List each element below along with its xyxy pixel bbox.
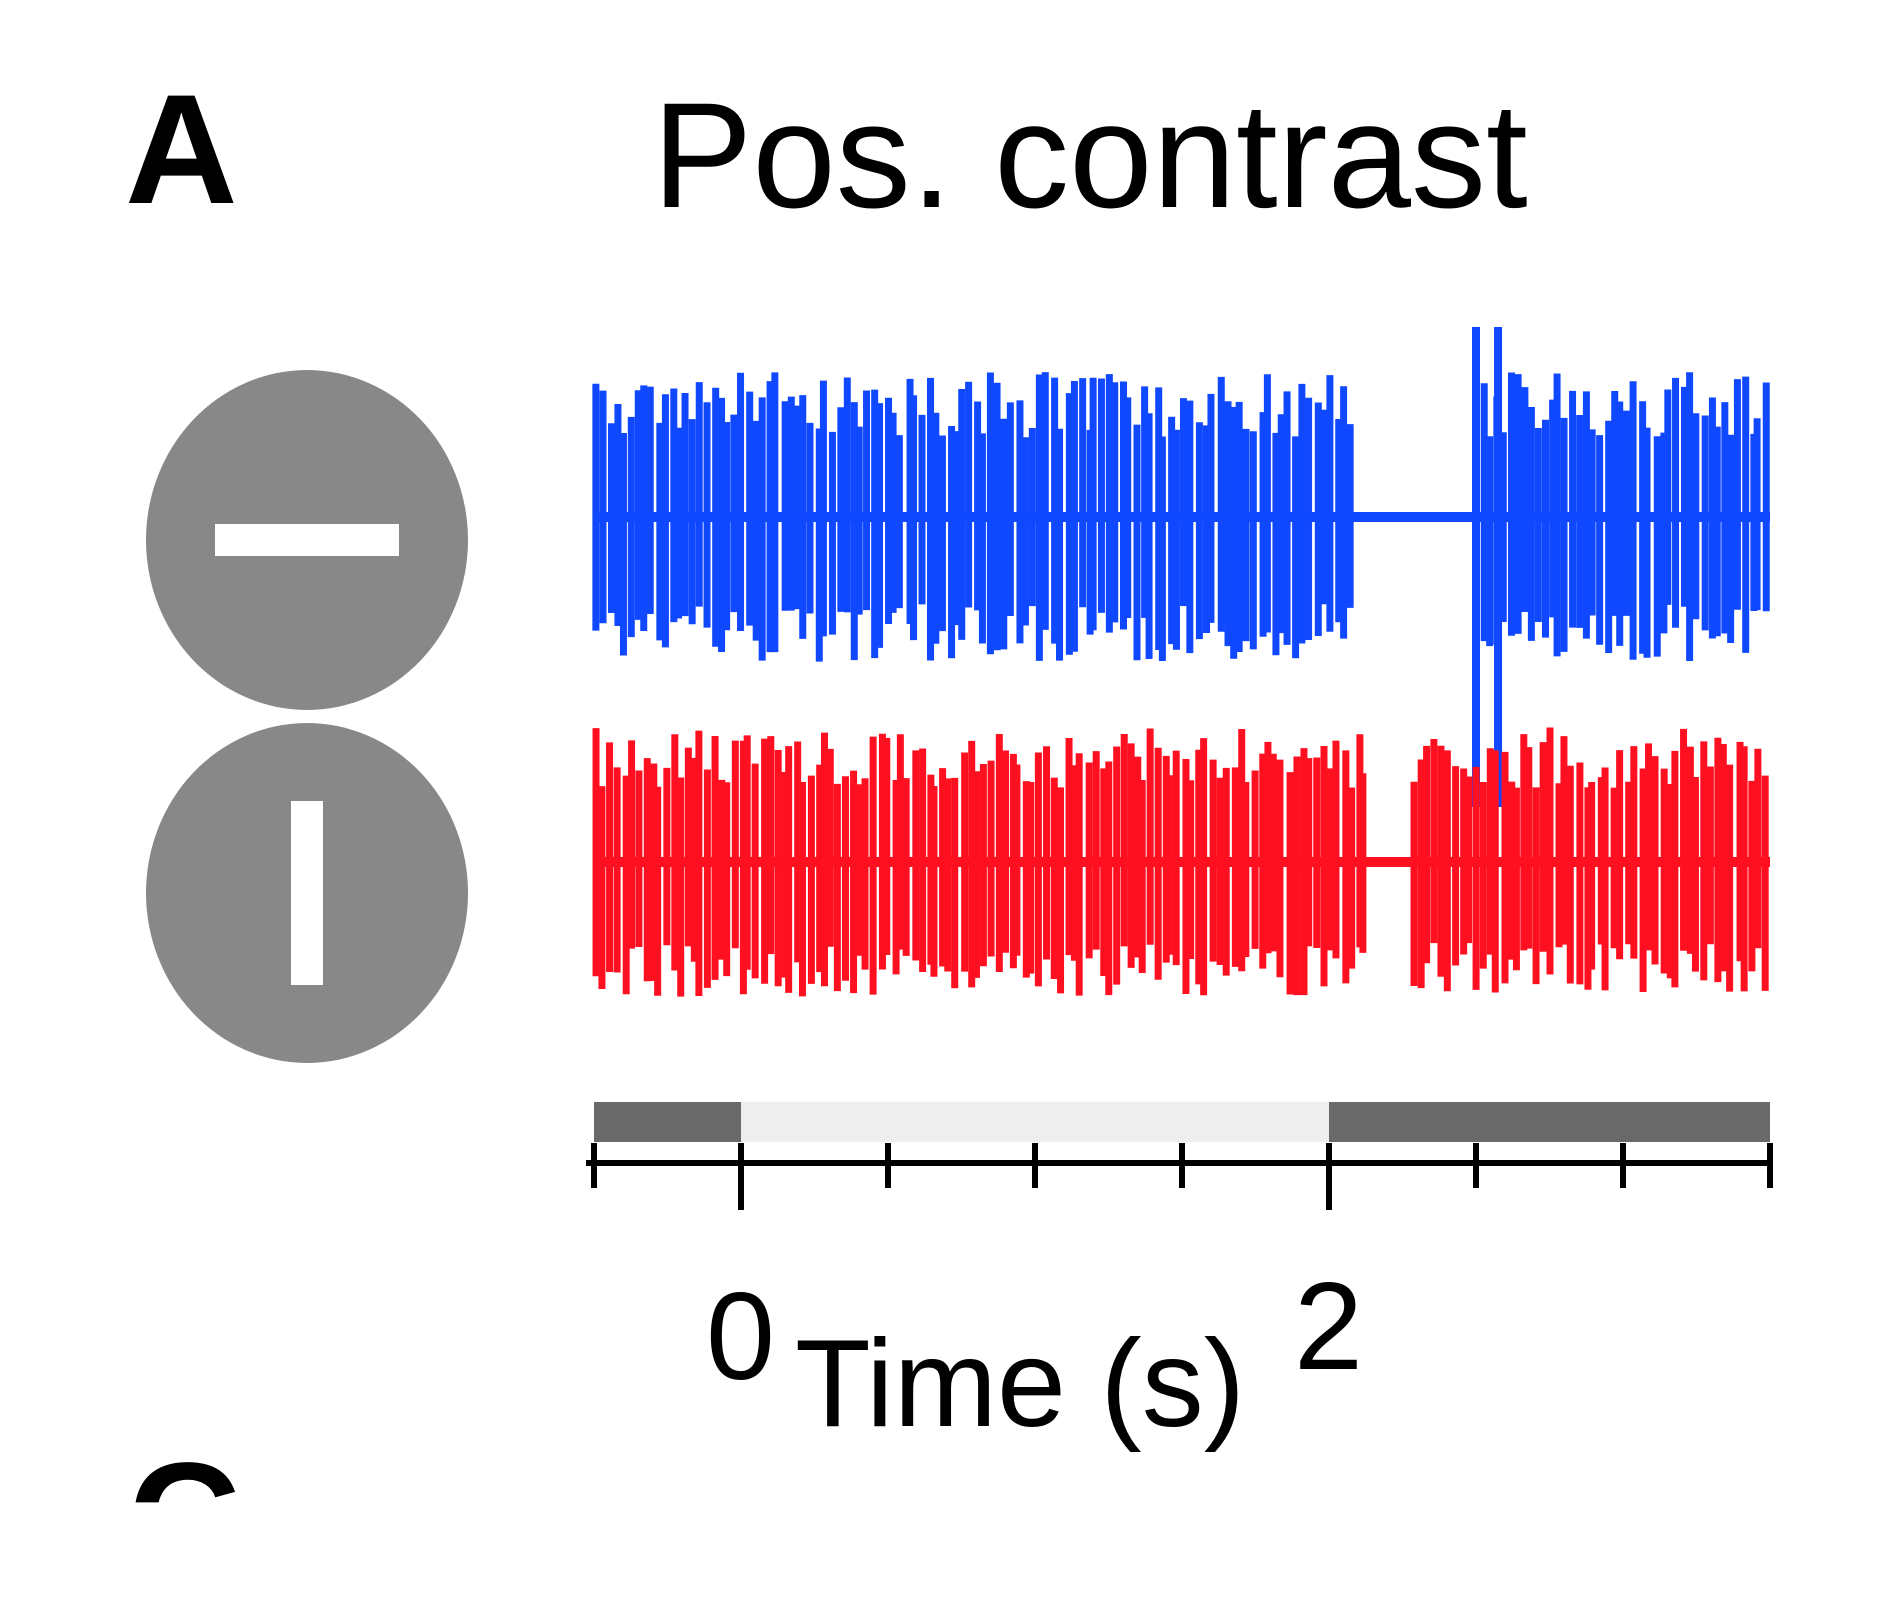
x-tick-label: 2	[1294, 1258, 1363, 1396]
stimulus-segment-1	[741, 1102, 1329, 1142]
x-axis-label: Time (s)	[795, 1315, 1245, 1453]
traces	[592, 327, 1770, 997]
stimulus-segment-0	[594, 1102, 741, 1142]
stimulus-bar	[291, 801, 323, 985]
stimulus-segment-2	[1329, 1102, 1770, 1142]
x-axis	[586, 1143, 1773, 1210]
next-panel-letter: C	[128, 1431, 241, 1605]
chart-title: Pos. contrast	[652, 71, 1528, 239]
trace-0	[592, 327, 1770, 807]
horizontal-bar-stimulus-icon	[146, 370, 468, 710]
trace-1	[592, 727, 1770, 997]
vertical-bar-stimulus-icon	[146, 723, 468, 1063]
stimulus-timeline-bar	[594, 1102, 1770, 1142]
stimulus-bar	[215, 524, 399, 556]
x-tick-label: 0	[706, 1268, 775, 1406]
panel-letter: A	[125, 63, 238, 237]
plot-area	[146, 327, 1773, 1210]
stimulus-icons	[146, 370, 468, 1063]
